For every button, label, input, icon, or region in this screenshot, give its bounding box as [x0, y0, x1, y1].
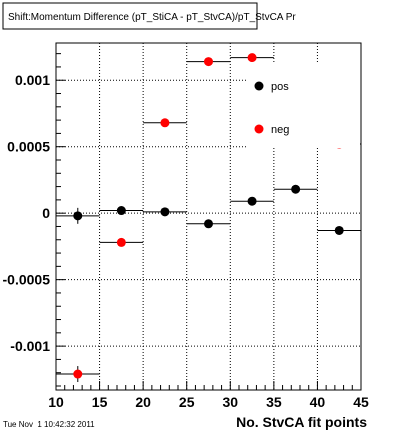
marker-neg — [73, 369, 83, 379]
x-tick-label: 20 — [135, 394, 151, 410]
legend-marker-neg — [254, 124, 264, 134]
y-tick-label: 0.001 — [15, 72, 50, 88]
point-pos — [273, 184, 318, 194]
marker-pos — [247, 196, 257, 206]
axis-layer: 10 15 20 25 30 35 40 45 0.001 0.0005 0 -0.0005 -0.00… — [3, 53, 369, 410]
x-tick-label: 15 — [92, 394, 108, 410]
point-pos — [230, 196, 274, 206]
legend-label-pos: pos — [271, 81, 289, 93]
y-tick-label: 0.0005 — [7, 139, 50, 155]
marker-pos — [291, 184, 301, 194]
x-tick-label: 25 — [179, 394, 195, 410]
x-tick-label: 45 — [353, 394, 369, 410]
marker-pos — [160, 207, 170, 217]
title-box-frame — [2, 2, 258, 30]
x-tick-label: 10 — [48, 394, 64, 410]
point-neg — [99, 237, 144, 247]
title-box: Shift:Momentum Difference (pT_StiCA - pT… — [2, 2, 296, 30]
point-neg — [143, 118, 187, 128]
x-axis-label: No. StvCA fit points — [236, 414, 367, 430]
x-tick-label: 30 — [222, 394, 238, 410]
chart-title: Shift:Momentum Difference (pT_StiCA - pT… — [8, 12, 296, 23]
point-neg — [230, 53, 274, 63]
marker-neg — [204, 57, 213, 67]
point-pos — [317, 225, 361, 235]
marker-pos — [204, 219, 213, 229]
marker-pos — [73, 211, 83, 221]
marker-pos — [116, 206, 126, 216]
x-tick-label: 35 — [266, 394, 282, 410]
timestamp: Tue Nov 1 10:42:32 2011 — [3, 420, 95, 429]
y-tick-label: -0.0005 — [3, 272, 51, 288]
marker-neg — [247, 53, 257, 63]
point-pos — [186, 219, 231, 229]
plot-border — [55, 42, 362, 391]
legend-box — [248, 62, 360, 148]
marker-neg — [160, 118, 170, 128]
point-pos — [56, 207, 100, 224]
legend: pos neg — [248, 62, 360, 148]
point-neg — [56, 366, 100, 383]
point-pos — [143, 207, 187, 217]
x-tick-label: 40 — [310, 394, 326, 410]
y-tick-label: 0 — [42, 205, 50, 221]
y-tick-label: -0.001 — [10, 338, 50, 354]
point-pos — [99, 206, 144, 216]
legend-label-neg: neg — [271, 124, 289, 136]
point-neg — [186, 57, 231, 67]
marker-neg — [116, 237, 126, 247]
legend-marker-pos — [254, 81, 264, 91]
marker-pos — [334, 225, 344, 235]
